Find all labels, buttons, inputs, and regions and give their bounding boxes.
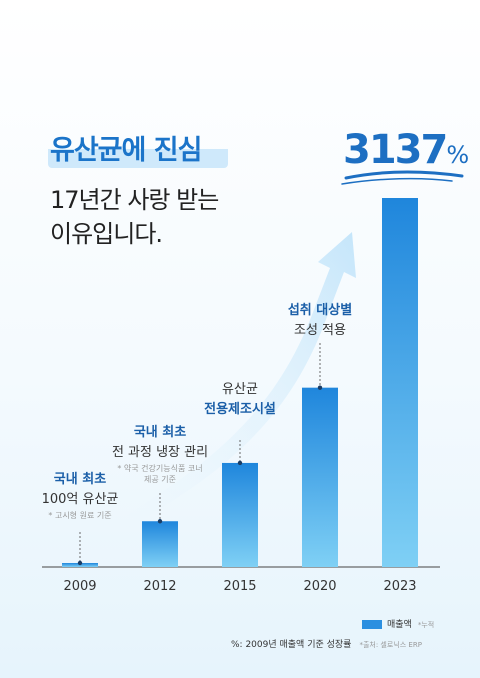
growth-percentage: 3137% bbox=[343, 127, 469, 173]
annotation-2020-normal: 조성 적용 bbox=[294, 323, 346, 338]
annotation-2015-bold: 전용제조시설 bbox=[204, 402, 276, 417]
headline: 유산균에 진심 bbox=[50, 135, 202, 166]
legend-note: *누적 bbox=[417, 621, 435, 629]
x-tick-label-2020: 2020 bbox=[303, 579, 336, 594]
annotation-2009: 국내 최초 100억 유산균 * 고시형 원료 기준 bbox=[42, 470, 119, 521]
legend-swatch bbox=[362, 620, 382, 629]
annotation-2020: 섭취 대상별 조성 적용 bbox=[288, 301, 352, 341]
leader-dot-2015 bbox=[237, 460, 243, 466]
leader-dot-2020 bbox=[317, 385, 323, 390]
annotation-2012-bold: 국내 최초 bbox=[133, 425, 187, 440]
annotation-2009-note: * 고시형 원료 기준 bbox=[48, 511, 112, 520]
footnote-text: %: 2009년 매출액 기준 성장률 bbox=[231, 640, 352, 650]
swoosh-underline bbox=[344, 170, 464, 180]
legend-label: 매출액 bbox=[387, 620, 412, 630]
subtitle-line-2: 이유입니다. bbox=[50, 220, 163, 248]
leader-dot-2009 bbox=[77, 560, 83, 566]
legend: 매출액 *누적 bbox=[362, 617, 434, 630]
annotation-2020-bold: 섭취 대상별 bbox=[287, 303, 353, 318]
annotation-2012-note-2: 제공 기준 bbox=[144, 475, 176, 484]
bar-2020 bbox=[302, 387, 338, 567]
annotation-2012-normal: 전 과정 냉장 관리 bbox=[111, 445, 209, 460]
x-tick-label-2023: 2023 bbox=[383, 579, 416, 594]
bar-2015 bbox=[222, 462, 258, 567]
growth-arrow bbox=[118, 232, 356, 528]
x-tick-label-2015: 2015 bbox=[223, 579, 256, 594]
leader-dot-2012 bbox=[157, 519, 163, 524]
annotation-2009-bold: 국내 최초 bbox=[53, 472, 107, 487]
bar-2023 bbox=[382, 198, 418, 567]
swoosh-underline-2 bbox=[341, 177, 453, 185]
x-tick-label-2009: 2009 bbox=[63, 579, 96, 594]
growth-unit: % bbox=[446, 141, 470, 169]
headline-highlight bbox=[48, 126, 228, 168]
growth-value: 3137 bbox=[343, 127, 448, 173]
footnote-source: *출처: 셀로닉스 ERP bbox=[359, 641, 422, 649]
bar-2012 bbox=[142, 521, 178, 567]
subtitle-line-1: 17년간 사랑 받는 bbox=[50, 186, 219, 214]
annotation-2015: 유산균 전용제조시설 bbox=[204, 380, 276, 420]
x-tick-label-2012: 2012 bbox=[143, 579, 176, 594]
annotation-2012: 국내 최초 전 과정 냉장 관리 * 약국 건강기능식품 코너 제공 기준 bbox=[112, 423, 208, 485]
annotation-2009-normal: 100억 유산균 bbox=[41, 492, 119, 507]
annotation-2012-note-1: * 약국 건강기능식품 코너 bbox=[117, 464, 203, 473]
annotation-2015-normal: 유산균 bbox=[222, 382, 258, 397]
footnote: %: 2009년 매출액 기준 성장률 *출처: 셀로닉스 ERP bbox=[231, 637, 422, 650]
